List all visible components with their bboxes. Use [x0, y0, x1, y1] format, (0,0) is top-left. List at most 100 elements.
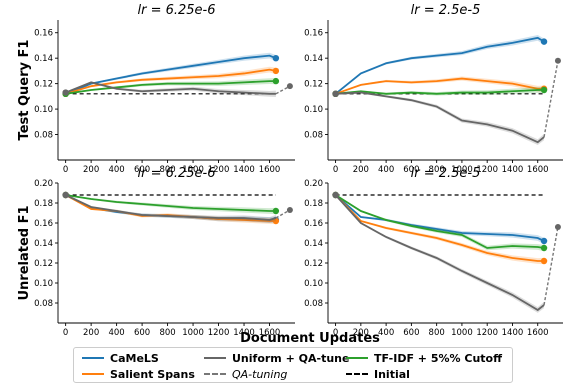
x-tick-label: 800 [429, 165, 445, 175]
series-line-uniform-qa-tune [334, 194, 545, 312]
y-tick-label: 0.16 [34, 29, 53, 39]
end-point-salient-spans [540, 257, 548, 265]
x-tick-label: 400 [378, 165, 394, 175]
y-tick-label: 0.12 [304, 80, 323, 90]
y-tick-label: 0.10 [34, 105, 53, 115]
y-tick-label: 0.14 [34, 239, 53, 249]
x-tick-label: 600 [403, 165, 419, 175]
legend-swatch [82, 373, 104, 375]
start-point-uniform-qa-tune [62, 191, 69, 199]
band-tf-idf-5-cutoff [335, 194, 545, 252]
x-tick-label: 400 [108, 165, 124, 175]
figure: Test Query F1 Unrelated F1 Document Upda… [17, 3, 563, 345]
x-tick-label: 400 [108, 328, 124, 338]
y-tick-label: 0.12 [34, 259, 53, 269]
legend-label: Salient Spans [110, 367, 195, 381]
x-tick-label: 600 [134, 165, 150, 175]
panel-bottom-right: lr = 2.5e-5 0.08 0.10 0.12 0.14 0.16 0.18 0.20 0… [304, 166, 563, 338]
x-tick-label: 1600 [527, 165, 549, 175]
series-line-camels [335, 36, 545, 95]
legend-item-initial: Initial [346, 366, 410, 382]
series-line-uniform-qa-tune [65, 81, 276, 95]
x-tick-label: 1200 [476, 328, 498, 338]
x-tick-label: 0 [63, 165, 68, 175]
panel-top-left: lr = 6.25e-6 0.08 0.10 0.12 0.14 0.16 0 200 400 6… [34, 3, 295, 175]
legend-swatch [346, 373, 368, 375]
y-tick-label: 0.08 [34, 299, 53, 309]
qa-tuning-point [554, 224, 561, 230]
x-tick-label: 1600 [527, 328, 549, 338]
end-point-tf-idf-5-cutoff [272, 77, 280, 85]
x-tick-label: 1200 [208, 328, 230, 338]
start-point-uniform-qa-tune [332, 90, 339, 98]
y-tick-label: 0.10 [34, 279, 53, 289]
legend-item-qa-tuning: QA-tuning [204, 366, 287, 382]
y-tick-label: 0.20 [34, 179, 53, 189]
legend-swatch [204, 373, 226, 375]
y-tick-label: 0.16 [304, 219, 323, 229]
panel-top-right: lr = 2.5e-5 0.08 0.10 0.12 0.14 0.16 0 200 400 60… [304, 3, 563, 175]
series-line-uniform-qa-tune [335, 91, 545, 144]
y-tick-label: 0.14 [304, 54, 323, 64]
qa-tuning-point [286, 207, 293, 213]
series-line-tf-idf-5-cutoff [65, 194, 276, 212]
band-tf-idf-5-cutoff [65, 194, 276, 215]
legend-item-tfidf: TF-IDF + 5%% Cutoff [346, 350, 502, 366]
legend-label: QA-tuning [232, 367, 288, 381]
x-tick-label: 1400 [233, 328, 255, 338]
x-tick-label: 0 [333, 165, 338, 175]
band-uniform-qa-tune [335, 91, 545, 146]
legend-label: CaMeLS [110, 351, 159, 365]
band-uniform-qa-tune [65, 194, 276, 223]
x-tick-label: 1200 [476, 165, 498, 175]
legend-swatch [346, 357, 368, 359]
band-salient-spans [65, 66, 276, 95]
band-camels [335, 194, 545, 245]
end-point-tf-idf-5-cutoff [540, 86, 548, 94]
end-point-camels [272, 54, 280, 62]
legend-label: Initial [374, 367, 410, 381]
end-point-tf-idf-5-cutoff [540, 244, 548, 252]
series-line-salient-spans [334, 194, 545, 262]
band-uniform-qa-tune [335, 194, 545, 313]
band-camels [65, 52, 276, 95]
legend-swatch [82, 357, 104, 359]
y-tick-label: 0.12 [34, 80, 53, 90]
series-line-salient-spans [335, 77, 545, 95]
x-tick-label: 800 [429, 328, 445, 338]
series-line-tf-idf-5-cutoff [335, 194, 545, 249]
band-salient-spans [335, 194, 545, 265]
panel-bottom-left: lr = 6.25e-6 0.08 0.10 0.12 0.14 0.16 0.18 0.20… [34, 166, 295, 338]
series-line-camels [65, 54, 277, 95]
y-tick-label: 0.08 [304, 131, 323, 141]
end-point-tf-idf-5-cutoff [272, 207, 280, 215]
qa-tuning-line [275, 85, 291, 95]
y-tick-label: 0.12 [304, 259, 323, 269]
x-tick-label: 200 [83, 328, 99, 338]
panel-title: lr = 2.5e-5 [411, 166, 481, 181]
legend-item-salient-spans: Salient Spans [82, 366, 195, 382]
y-tick-label: 0.08 [34, 131, 53, 141]
x-tick-label: 0 [333, 328, 338, 338]
qa-tuning-line [275, 209, 291, 219]
x-tick-label: 400 [378, 328, 394, 338]
x-tick-label: 200 [353, 328, 369, 338]
x-tick-label: 1600 [259, 165, 281, 175]
ylabel-top: Test Query F1 [17, 40, 32, 141]
y-tick-label: 0.14 [304, 239, 323, 249]
series-line-uniform-qa-tune [65, 194, 277, 221]
y-tick-label: 0.08 [304, 299, 323, 309]
x-tick-label: 1000 [451, 328, 473, 338]
panel-title: lr = 6.25e-6 [137, 166, 215, 181]
x-tick-label: 1000 [451, 165, 473, 175]
y-tick-label: 0.20 [304, 179, 323, 189]
x-tick-label: 800 [159, 165, 175, 175]
legend-item-camels: CaMeLS [82, 350, 159, 366]
x-tick-label: 600 [134, 328, 150, 338]
x-tick-label: 200 [83, 165, 99, 175]
qa-tuning-point [286, 83, 293, 90]
series-line-salient-spans [65, 68, 277, 95]
x-tick-label: 1400 [233, 165, 255, 175]
panel-title: lr = 2.5e-5 [411, 3, 481, 18]
y-tick-label: 0.10 [304, 105, 323, 115]
